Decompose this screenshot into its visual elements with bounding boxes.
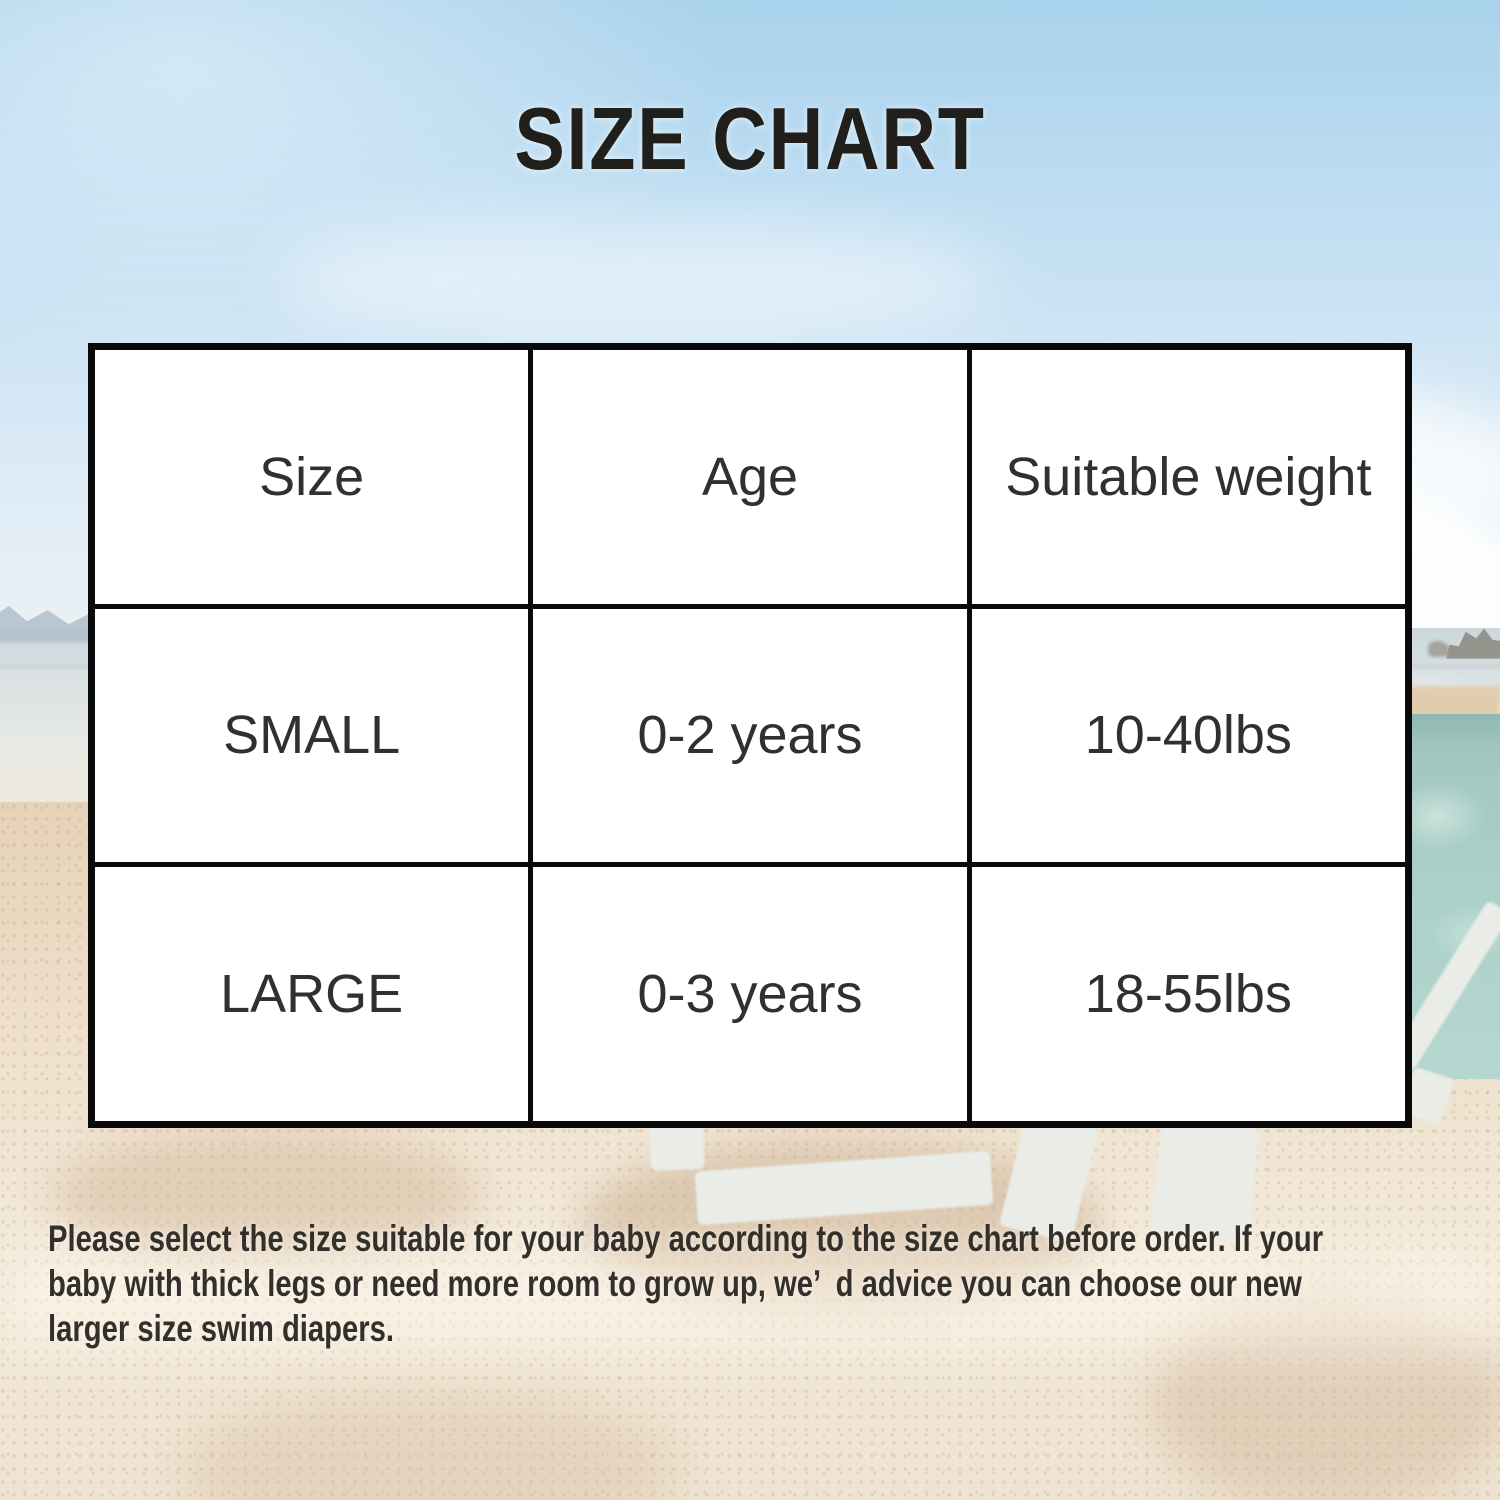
header-cell-age: Age <box>533 350 967 604</box>
cell-small-size: SMALL <box>95 608 529 863</box>
cell-large-weight: 18-55lbs <box>971 867 1405 1121</box>
note-line: baby with thick legs or need more room t… <box>48 1263 1302 1304</box>
note-line: Please select the size suitable for your… <box>48 1218 1324 1259</box>
note-line: larger size swim diapers. <box>48 1308 395 1349</box>
header-cell-size: Size <box>95 350 529 604</box>
cell-small-weight: 10-40lbs <box>971 608 1405 863</box>
size-table: Size Age Suitable weight SMALL 0-2 years… <box>88 343 1412 1128</box>
header-cell-weight: Suitable weight <box>971 350 1405 604</box>
size-note: Please select the size suitable for your… <box>48 1216 1324 1351</box>
cell-small-age: 0-2 years <box>533 608 967 863</box>
beach-chair-frame-post <box>649 1123 705 1171</box>
cell-large-size: LARGE <box>95 867 529 1121</box>
sand-shadow-patch <box>50 1130 480 1260</box>
title-row: SIZE CHART <box>0 88 1500 190</box>
sand-highlight-band <box>0 1250 1500 1350</box>
cloud <box>280 215 1000 345</box>
page-title: SIZE CHART <box>514 89 986 188</box>
cell-large-age: 0-3 years <box>533 867 967 1121</box>
distant-rock <box>1428 641 1450 657</box>
